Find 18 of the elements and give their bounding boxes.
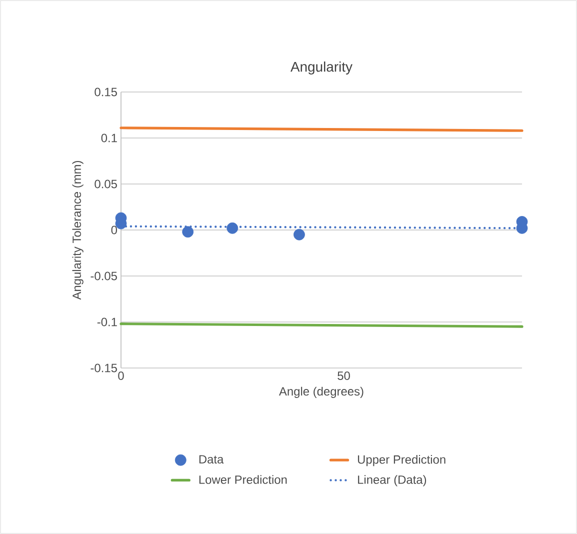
y-tick-label: -0.15 xyxy=(90,364,117,372)
x-axis-title: Angle (degrees) xyxy=(278,386,364,398)
y-axis-title: Angularity Tolerance (mm) xyxy=(72,161,84,300)
point xyxy=(226,222,238,234)
point xyxy=(294,228,305,240)
y-tick-label: 0 xyxy=(111,226,118,234)
legend-label: Data xyxy=(199,455,224,464)
chart-title: Angularity xyxy=(290,61,352,74)
y-tick-label: -0.05 xyxy=(90,272,117,280)
y-tick-label: 0.05 xyxy=(94,180,117,188)
x-tick-label: 50 xyxy=(338,372,350,380)
y-tick-label: 0.1 xyxy=(101,134,117,142)
legend-label: Upper Prediction xyxy=(358,454,446,466)
point xyxy=(182,226,194,238)
y-tick-label: 0.15 xyxy=(94,88,117,96)
legend-label: Linear (Data) xyxy=(358,475,426,486)
legend-label: Lower Prediction xyxy=(199,475,287,484)
y-tick-label: -0.1 xyxy=(97,318,117,326)
